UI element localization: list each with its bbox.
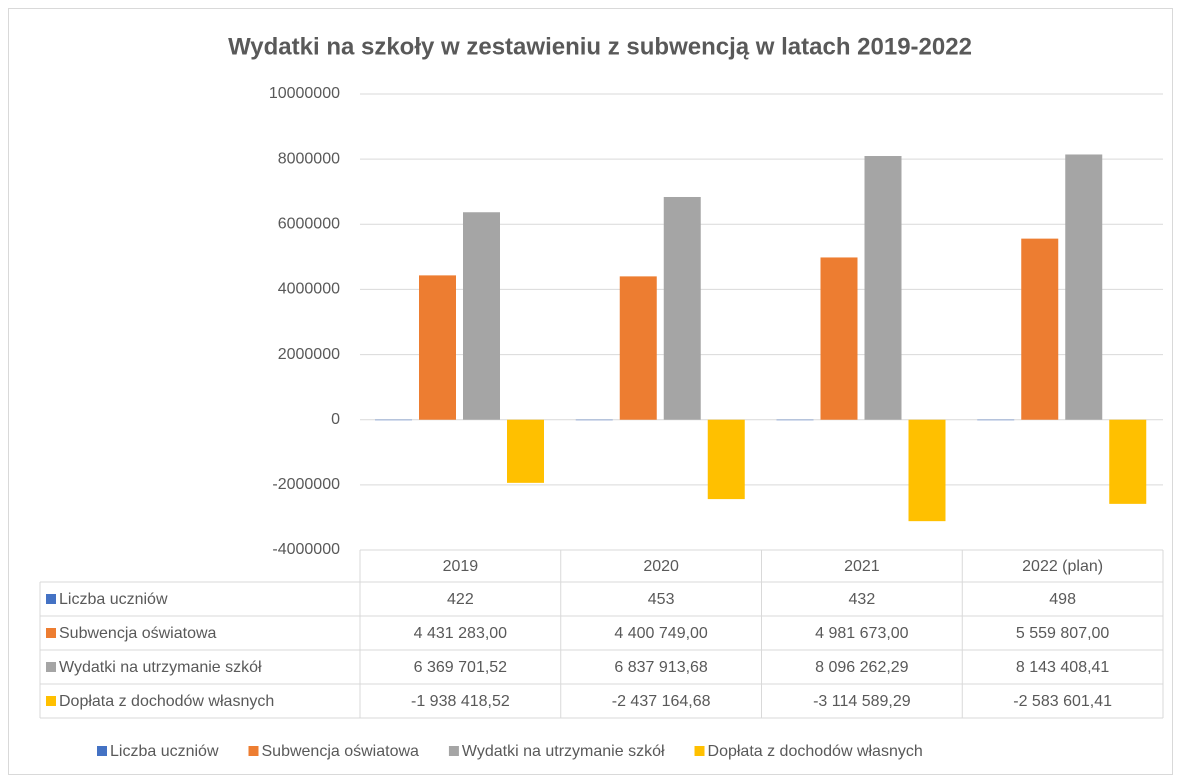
bar — [619, 276, 657, 420]
table-cell: 422 — [447, 591, 474, 608]
bar — [1065, 154, 1103, 420]
y-tick-label: 8000000 — [278, 150, 340, 167]
x-tick-label: 2020 — [643, 558, 679, 575]
y-tick-label: 10000000 — [269, 85, 340, 102]
legend-label: Dopłata z dochodów własnych — [708, 743, 923, 760]
bar — [375, 419, 412, 421]
bar — [820, 257, 858, 420]
legend-key — [248, 746, 259, 756]
y-tick-label: 4000000 — [278, 281, 340, 298]
legend-key — [448, 746, 459, 756]
table-legend-key — [46, 594, 56, 604]
table-cell: 453 — [648, 591, 675, 608]
bar — [463, 212, 500, 420]
y-tick-label: -4000000 — [272, 541, 340, 558]
chart-border — [8, 8, 1173, 775]
bar — [663, 196, 701, 420]
chart-title: Wydatki na szkoły w zestawieniu z subwen… — [228, 33, 972, 60]
x-tick-label: 2019 — [443, 558, 479, 575]
bar — [575, 419, 613, 421]
bar — [1021, 238, 1059, 420]
table-cell: -2 583 601,41 — [1013, 693, 1112, 710]
x-tick-label: 2021 — [844, 558, 880, 575]
bar — [707, 419, 745, 500]
table-cell: 498 — [1049, 591, 1076, 608]
legend-key — [694, 746, 705, 756]
table-cell: -3 114 589,29 — [813, 693, 911, 710]
bar — [908, 419, 946, 522]
table-cell: 8 143 408,41 — [1016, 659, 1110, 676]
table-cell: 6 837 913,68 — [614, 659, 708, 676]
table-legend-key — [46, 696, 56, 706]
legend-label: Liczba uczniów — [110, 743, 219, 760]
bar — [1109, 419, 1147, 504]
table-cell: -2 437 164,68 — [612, 693, 711, 710]
bar — [776, 419, 814, 421]
y-tick-label: 6000000 — [278, 216, 340, 233]
bar — [864, 156, 902, 420]
table-cell: 4 981 673,00 — [815, 625, 909, 642]
table-cell: 8 096 262,29 — [815, 659, 909, 676]
table-row-label: Subwencja oświatowa — [59, 625, 217, 642]
x-tick-label: 2022 (plan) — [1022, 558, 1103, 575]
table-row-label: Wydatki na utrzymanie szkół — [59, 659, 262, 676]
table-cell: 432 — [849, 591, 876, 608]
table-legend-key — [46, 662, 56, 672]
legend-label: Subwencja oświatowa — [262, 743, 420, 760]
table-cell: 5 559 807,00 — [1016, 625, 1110, 642]
table-cell: -1 938 418,52 — [411, 693, 510, 710]
table-cell: 4 400 749,00 — [614, 625, 708, 642]
table-cell: 6 369 701,52 — [414, 659, 508, 676]
legend-key — [97, 746, 107, 756]
table-legend-key — [46, 628, 56, 638]
bar — [977, 419, 1015, 421]
table-cell: 4 431 283,00 — [414, 625, 508, 642]
bar — [419, 275, 456, 420]
y-tick-label: 0 — [331, 411, 340, 428]
bar — [507, 419, 544, 483]
table-row-label: Liczba uczniów — [59, 591, 168, 608]
y-tick-label: 2000000 — [278, 346, 340, 363]
table-row-label: Dopłata z dochodów własnych — [59, 693, 274, 710]
legend-label: Wydatki na utrzymanie szkół — [462, 743, 665, 760]
y-tick-label: -2000000 — [272, 476, 340, 493]
